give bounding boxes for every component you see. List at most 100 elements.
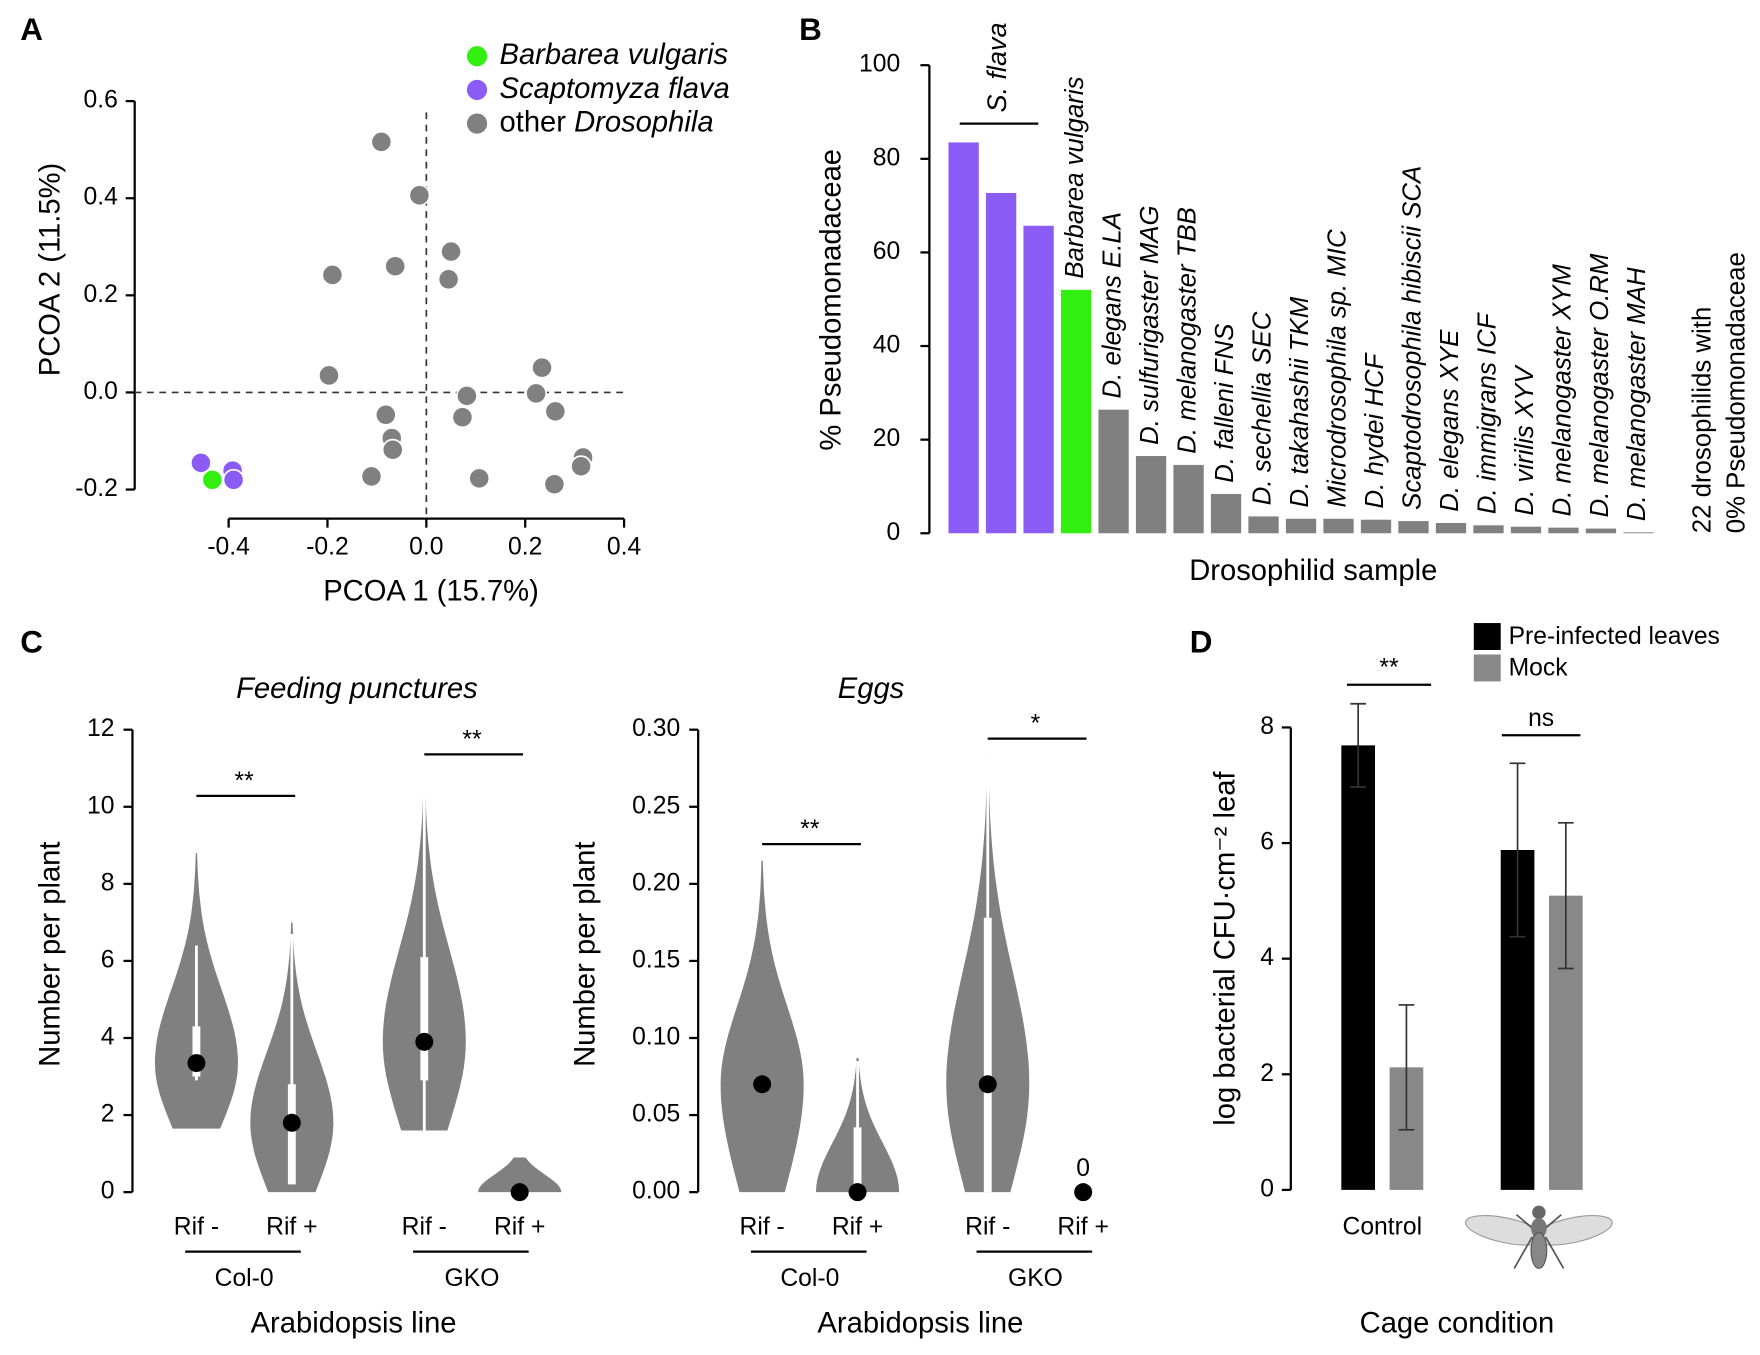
x-tick-label: -0.2 (306, 533, 349, 560)
point (437, 268, 460, 291)
legend-marker (466, 79, 488, 100)
bar (985, 192, 1017, 534)
bar (1341, 745, 1375, 1190)
sig-label: ** (800, 816, 820, 843)
y-tick-label: 60 (873, 238, 900, 265)
bar (1623, 532, 1654, 534)
legend-marker (466, 113, 488, 134)
panel-label: D (1190, 625, 1213, 660)
median (753, 1075, 772, 1094)
chart-title: Feeding punctures (236, 673, 478, 705)
y-tick-label: 0.10 (632, 1024, 680, 1051)
x-tick-label: Rif + (266, 1214, 317, 1241)
x-tick-label: 0.0 (409, 533, 443, 560)
y-tick-label: 0 (1260, 1175, 1274, 1202)
bar (1548, 527, 1579, 534)
y-tick-label: 0.4 (84, 184, 118, 211)
bar (1060, 289, 1092, 534)
x-tick-label: Rif - (174, 1214, 219, 1241)
point (531, 356, 553, 379)
sig-label: ns (1528, 705, 1554, 732)
bar (1435, 522, 1467, 534)
median (978, 1075, 997, 1094)
group-label: Col-0 (780, 1265, 839, 1292)
x-tick-label: D. melanogaster TBB (1173, 207, 1201, 454)
point (374, 403, 397, 426)
x-tick-label: Rif - (402, 1214, 447, 1241)
y-tick-label: 0 (886, 519, 900, 546)
sig-label: ** (1379, 655, 1399, 682)
x-tick-label: D. virilis XYV (1511, 364, 1539, 516)
x-tick-label: D. takahashii TKM (1286, 296, 1314, 507)
point (189, 451, 212, 474)
fly-icon (1465, 1205, 1613, 1270)
legend-label: Scaptomyza flava (499, 73, 729, 105)
sig-label: ** (462, 726, 482, 753)
legend-label: Barbarea vulgaris (499, 39, 728, 71)
y-tick-label: 0.15 (632, 946, 680, 973)
y-tick-label: 20 (873, 425, 900, 452)
bar (1098, 409, 1129, 534)
value-label: 0 (1076, 1155, 1090, 1182)
y-axis-title: % Pseudomonadaceae (816, 149, 848, 451)
point (360, 465, 383, 488)
x-tick-label: -0.4 (207, 533, 250, 560)
y-tick-label: 2 (101, 1101, 115, 1128)
panel-label: C (20, 625, 43, 660)
point (543, 473, 566, 496)
median (848, 1183, 867, 1202)
x-tick-label: Control (1342, 1214, 1422, 1241)
chart-title: Eggs (838, 673, 905, 705)
x-tick-label: 0.4 (607, 533, 641, 560)
bar (1210, 493, 1242, 534)
y-tick-label: 0.2 (84, 281, 118, 308)
y-tick-label: 12 (87, 715, 114, 742)
point (318, 364, 340, 387)
violin (720, 860, 804, 1193)
x-tick-label: D. hydei HCF (1361, 352, 1389, 508)
group-label: Col-0 (215, 1265, 274, 1292)
y-tick-label: 100 (859, 51, 900, 78)
x-tick-label: D. sechellia SEC (1248, 311, 1276, 505)
x-tick-label: D. elegans E.LA (1098, 212, 1126, 398)
median (510, 1183, 529, 1202)
x-axis-title: Cage condition (1360, 1307, 1555, 1339)
group-label: GKO (1008, 1265, 1063, 1292)
legend-swatch (1473, 623, 1501, 650)
violin (478, 1157, 562, 1193)
x-tick-label: D. elegans XYE (1436, 329, 1464, 512)
legend-label: Mock (1509, 655, 1569, 682)
bar (1135, 456, 1167, 534)
y-tick-label: 0.30 (632, 715, 680, 742)
x-tick-label: 0.2 (508, 533, 542, 560)
median (187, 1054, 206, 1073)
y-tick-label: 8 (1260, 713, 1274, 740)
y-tick-label: 2 (1260, 1060, 1274, 1087)
y-tick-label: 0.05 (632, 1101, 680, 1128)
bar (1398, 521, 1429, 534)
bar (1285, 518, 1317, 534)
y-tick-label: 8 (101, 869, 115, 896)
x-tick-label: Rif - (965, 1214, 1010, 1241)
point (201, 468, 224, 491)
point (525, 382, 548, 405)
x-tick-label: Rif + (494, 1214, 545, 1241)
bar (1510, 526, 1542, 534)
x-tick-label: D. sulfurigaster MAG (1136, 205, 1164, 444)
annotation: 0% Pseudomonadaceae (1722, 252, 1750, 533)
x-tick-label: D. melanogaster XYM (1548, 264, 1576, 517)
median (415, 1032, 434, 1051)
y-tick-label: 6 (101, 946, 115, 973)
y-tick-label: 6 (1260, 829, 1274, 856)
bar (1248, 516, 1279, 534)
median (1074, 1183, 1093, 1202)
y-tick-label: 0 (101, 1178, 115, 1205)
legend-label: other Drosophila (499, 106, 713, 138)
y-axis-title: Number per plant (570, 841, 602, 1066)
x-axis-title: Drosophilid sample (1189, 555, 1437, 587)
y-axis-title: PCOA 2 (11.5%) (34, 163, 66, 376)
y-tick-label: 40 (873, 332, 900, 359)
point (321, 263, 344, 286)
bar (1473, 525, 1504, 534)
